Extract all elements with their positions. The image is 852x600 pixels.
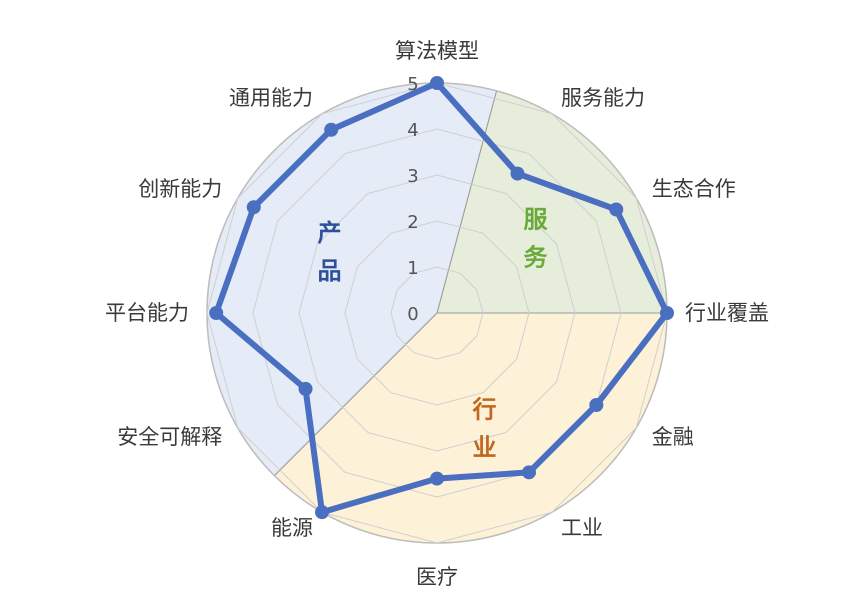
data-point: [246, 200, 261, 215]
data-point: [315, 505, 329, 520]
data-point: [209, 306, 224, 320]
tick-label: 0: [407, 304, 418, 325]
tick-label: 5: [407, 74, 418, 95]
grid-ring-2: [344, 220, 530, 406]
sector-label-char: 业: [473, 434, 497, 462]
sector-label-char: 产: [317, 219, 341, 247]
axis-label: 创新能力: [138, 177, 222, 201]
data-point: [660, 306, 674, 320]
data-point: [430, 76, 444, 90]
sector-label-char: 服: [524, 205, 549, 233]
axis-label: 医疗: [416, 565, 458, 589]
grid-ring-1: [390, 266, 484, 360]
tick-label: 4: [407, 120, 418, 141]
sector-label-char: 品: [317, 257, 341, 285]
sector-label-char: 行: [472, 396, 497, 424]
tick-label: 3: [407, 166, 418, 187]
radar-grid: [206, 82, 668, 544]
axis-label: 工业: [561, 516, 603, 540]
axis-label: 能源: [271, 516, 313, 540]
data-point: [609, 202, 624, 217]
radial-tick-labels: 0 1 2 3 4 5: [407, 74, 418, 325]
data-point: [298, 381, 313, 396]
axis-label: 安全可解释: [117, 425, 222, 449]
axis-label: 生态合作: [652, 177, 736, 201]
tick-label: 2: [407, 212, 418, 233]
data-point: [589, 398, 604, 412]
sector-label-char: 务: [524, 243, 549, 271]
data-point: [510, 166, 525, 181]
axis-label: 行业覆盖: [685, 301, 769, 325]
data-point: [430, 471, 444, 486]
data-series: [209, 76, 674, 520]
axis-label: 通用能力: [229, 86, 313, 110]
axis-label: 金融: [652, 425, 694, 449]
grid-ring-3: [298, 174, 576, 452]
axis-label: 算法模型: [395, 39, 479, 63]
data-point: [324, 122, 339, 137]
axis-label: 平台能力: [105, 301, 189, 325]
axis-label: 服务能力: [561, 86, 645, 110]
tick-label: 1: [407, 258, 418, 279]
data-point: [522, 465, 536, 480]
grid-ring-5: [206, 82, 668, 544]
grid-ring-4: [252, 128, 622, 498]
